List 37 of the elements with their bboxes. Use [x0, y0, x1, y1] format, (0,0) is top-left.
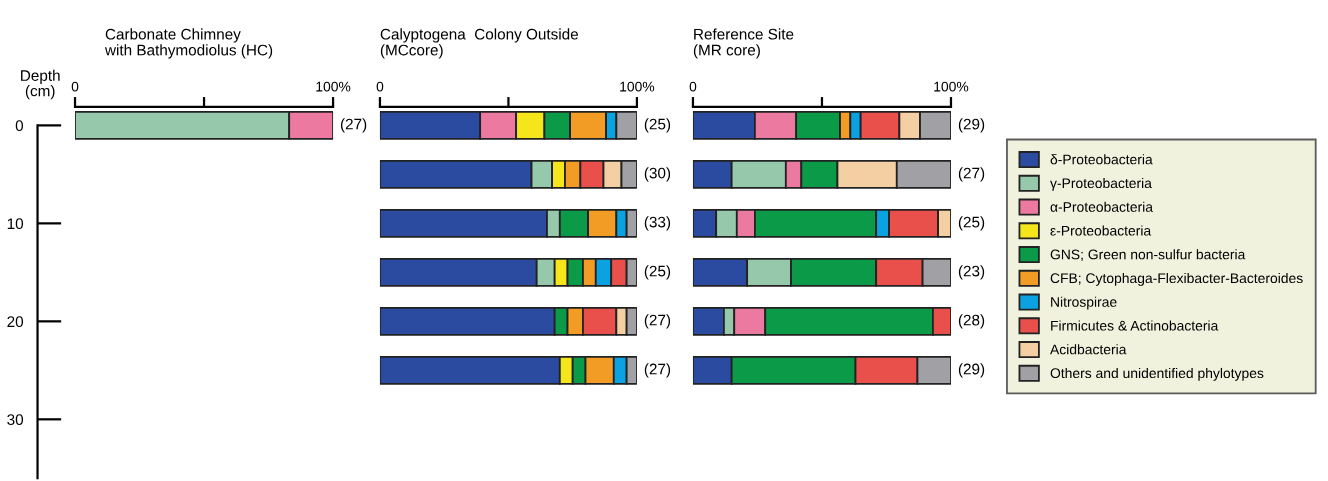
legend-label: GNS; Green non-sulfur bacteria: [1050, 249, 1246, 262]
legend-label: α-Proteobacteria: [1050, 201, 1153, 212]
text: (27): [644, 314, 671, 329]
x-tick-label: 0: [689, 81, 697, 92]
text: (29): [958, 118, 985, 133]
legend-label: Nitrospirae: [1051, 296, 1117, 310]
y-tick-label: 10: [7, 218, 24, 230]
x-tick-label: 0: [71, 81, 79, 92]
y-tick-label: 0: [15, 120, 24, 132]
legend-label: Acidbacteria: [1050, 344, 1127, 355]
text: (29): [958, 363, 985, 378]
legend-label: Others and unidentified phylotypes: [1050, 367, 1264, 381]
text: (23): [958, 265, 985, 280]
text: (28): [958, 314, 985, 329]
text: (33): [644, 216, 671, 231]
text: (25): [644, 118, 671, 133]
text: (30): [644, 167, 671, 182]
text: (25): [644, 265, 671, 280]
x-tick-label: 100%: [934, 81, 969, 92]
legend-label: ε-Proteobacteria: [1050, 225, 1152, 236]
legend-label: δ-Proteobacteria: [1050, 154, 1153, 165]
text: (27): [340, 118, 367, 133]
text: (27): [644, 363, 671, 378]
chart-title: Carbonate Chimney with Bathymodiolus (HC): [104, 28, 273, 59]
x-tick-label: 100%: [316, 81, 351, 92]
chart-title: Calyptogena Colony Outside (MCcore): [380, 28, 578, 59]
text: (27): [958, 167, 985, 182]
legend-label: γ-Proteobacteria: [1050, 177, 1152, 191]
chart-title: Reference Site (MR core): [693, 28, 794, 59]
y-tick-label: 30: [7, 414, 24, 426]
y-axis-title: Depth (cm): [21, 69, 60, 100]
legend-label: CFB; Cytophaga-Flexibacter-Bacteroides: [1050, 272, 1303, 286]
text: (25): [958, 216, 985, 231]
legend-label: Firmicutes & Actinobacteria: [1051, 320, 1219, 331]
x-tick-label: 0: [376, 81, 384, 92]
y-tick-label: 20: [7, 316, 24, 328]
x-tick-label: 100%: [620, 81, 655, 92]
